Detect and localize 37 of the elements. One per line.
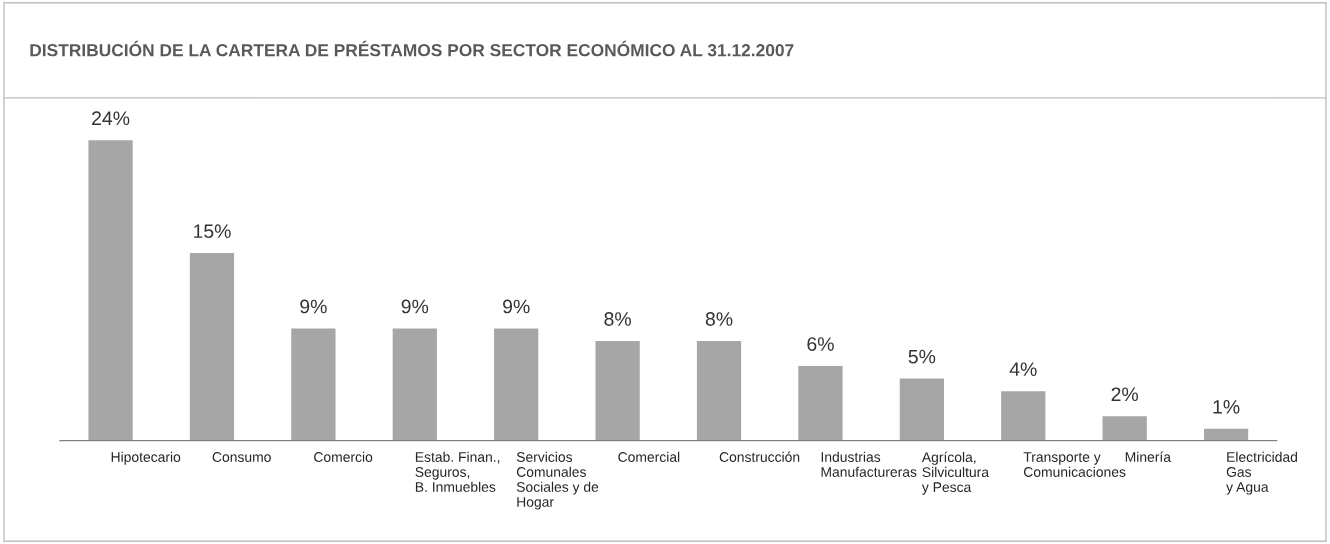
x-tick-label: Transporte y Comunicaciones	[1023, 452, 1126, 477]
bar	[796, 364, 844, 441]
chart-title: DISTRIBUCIÓN DE LA CARTERA DE PRÉSTAMOS POR SECTOR ECONÓMICO AL 31.12.2007	[30, 40, 794, 57]
data-label: 15%	[193, 224, 231, 239]
data-label: 4%	[1009, 362, 1037, 376]
x-tick-label: Industrias Manufactureras	[821, 451, 917, 477]
bar	[695, 339, 743, 441]
x-tick-label: Comercial	[618, 451, 680, 462]
data-label: 9%	[503, 299, 530, 314]
x-tick-label: Minería	[1125, 451, 1171, 462]
x-tick-label: Estab. Finan., Seguros, B. Inmuebles	[415, 451, 500, 492]
data-label: 8%	[604, 312, 631, 326]
bar	[1101, 414, 1149, 441]
data-label: 9%	[300, 299, 327, 314]
bar	[594, 339, 642, 441]
x-tick-label: Hipotecario	[111, 451, 181, 465]
data-label: 9%	[401, 299, 429, 314]
bar	[188, 251, 236, 441]
data-label: 8%	[705, 312, 733, 326]
data-label: 6%	[807, 337, 834, 351]
x-tick-label: Comercio	[314, 451, 373, 462]
x-tick-label: Electricidad Gas y Agua	[1226, 451, 1297, 495]
data-label: 5%	[908, 349, 936, 364]
bar	[492, 327, 540, 441]
x-tick-label: Servicios Comunales Sociales y de Hogar	[516, 451, 599, 510]
x-tick-label: Agrícola, Silvicultura y Pesca	[921, 451, 990, 495]
x-tick-label: Construcción	[719, 451, 800, 462]
bar	[898, 377, 946, 441]
bar	[391, 327, 439, 441]
bar	[999, 389, 1047, 441]
x-tick-label: Consumo	[212, 452, 271, 462]
bar	[87, 138, 135, 441]
data-label: 24%	[92, 111, 130, 126]
data-label: 2%	[1111, 387, 1139, 402]
bar	[1202, 427, 1250, 441]
data-label: 1%	[1213, 400, 1240, 414]
bar	[289, 327, 337, 441]
